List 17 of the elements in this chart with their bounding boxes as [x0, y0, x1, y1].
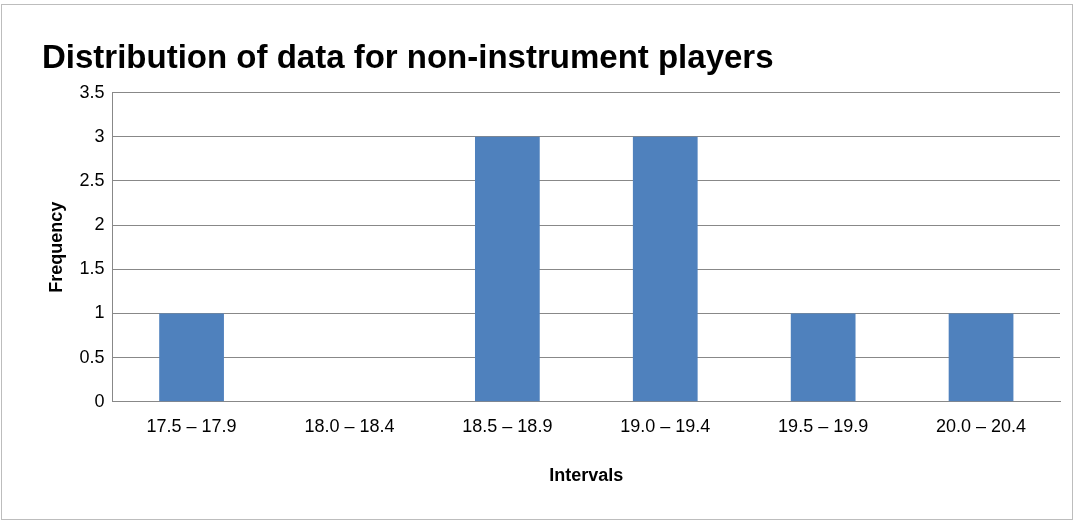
y-tick-label: 3 — [94, 125, 105, 146]
x-axis-title: Intervals — [549, 465, 624, 486]
x-tick-label: 18.0 – 18.4 — [304, 415, 395, 436]
y-tick-label: 1.5 — [79, 258, 105, 279]
y-tick-label: 2 — [94, 214, 105, 235]
x-tick-label: 20.0 – 20.4 — [936, 415, 1027, 436]
y-tick-label: 1 — [94, 302, 105, 323]
y-tick-label: 3.5 — [79, 81, 105, 102]
y-tick-label: 0.5 — [79, 346, 105, 367]
y-axis-title: Frequency — [45, 201, 66, 293]
x-tick-label: 19.0 – 19.4 — [620, 415, 711, 436]
y-tick-label: 2.5 — [79, 169, 105, 190]
x-tick-label: 17.5 – 17.9 — [146, 415, 237, 436]
x-tick-label: 18.5 – 18.9 — [462, 415, 553, 436]
y-tick-label: 0 — [94, 390, 105, 411]
x-tick-label: 19.5 – 19.9 — [778, 415, 869, 436]
chart-title: Distribution of data for non-instrument players — [42, 37, 774, 75]
